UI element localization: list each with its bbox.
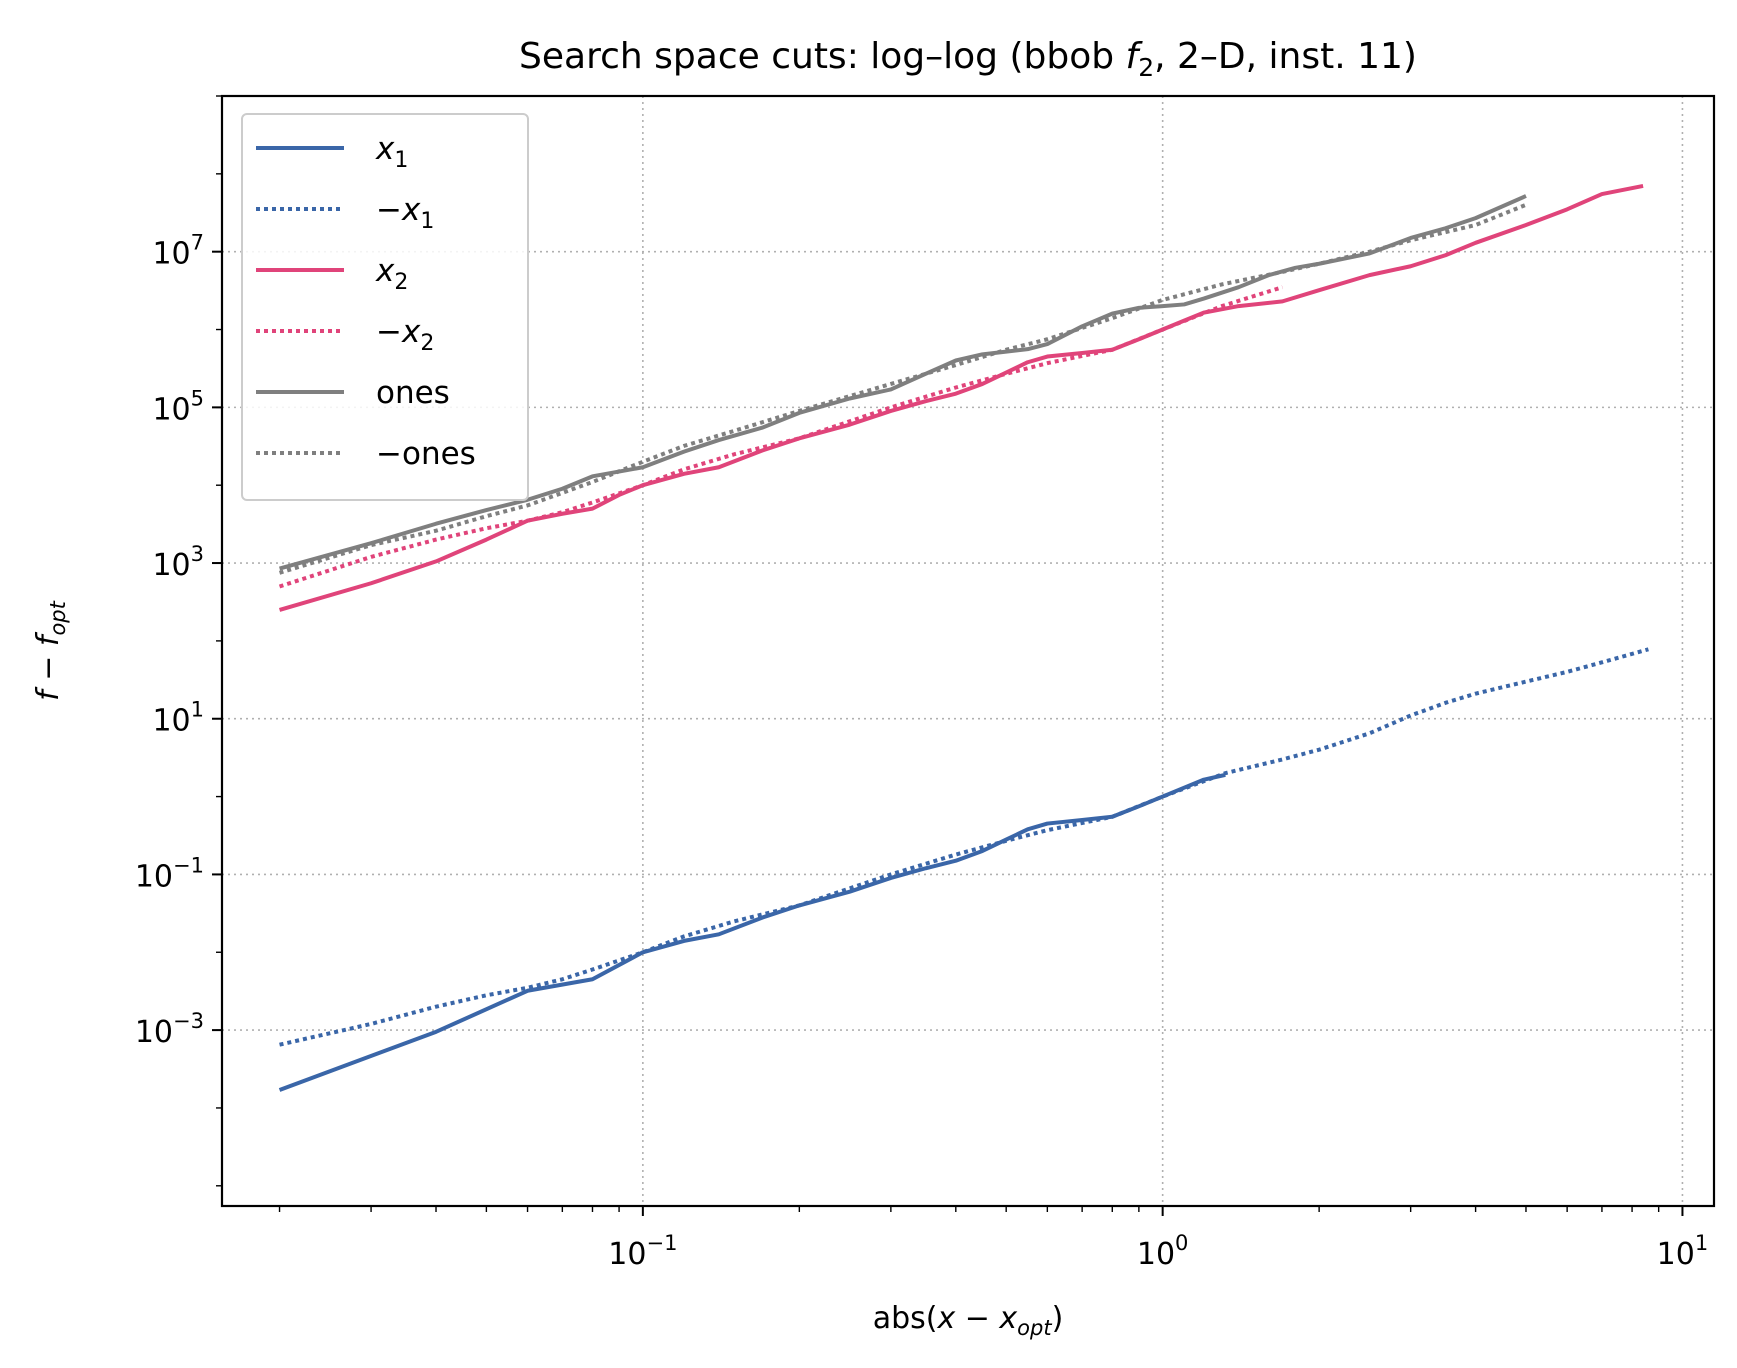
legend: x1 −x1 x2 −x2 ones −ones [241,113,529,501]
legend-entry-label: x1 [375,131,408,173]
x-axis: 10−1 100 101 [278,1206,1709,1272]
y-tick-label: 105 [152,386,204,427]
x-axis-label: abs(x − xopt) [873,1301,1064,1340]
y-tick-label: 103 [152,542,204,583]
x-tick-label: 100 [1137,1231,1189,1272]
y-tick-label: 10−3 [135,1009,204,1050]
legend-entry-label: −x1 [376,192,434,234]
y-tick-label: 10−1 [135,853,204,894]
x-tick-label: 101 [1657,1231,1709,1272]
y-tick-label: 107 [152,231,204,272]
legend-entry-label: x2 [375,253,408,295]
series-line-1 [279,647,1649,1047]
series-layer [278,183,1649,1092]
series-line-5 [278,202,1527,575]
chart-title: Search space cuts: log–log (bbob f2, 2–D… [519,36,1417,82]
series-line-2 [278,183,1644,612]
legend-entry-label: ones [376,375,450,411]
legend-entry-label: −x2 [376,314,434,356]
y-axis: 10−3 10−1 101 103 105 107 [135,95,222,1187]
series-line-3 [278,285,1284,589]
legend-entry-label: −ones [376,436,476,472]
grid [222,96,1714,1206]
y-axis-label: f − fopt [31,600,70,701]
plot-frame [220,94,1716,1208]
y-tick-label: 101 [152,698,204,739]
x-tick-label: 10−1 [608,1231,677,1272]
